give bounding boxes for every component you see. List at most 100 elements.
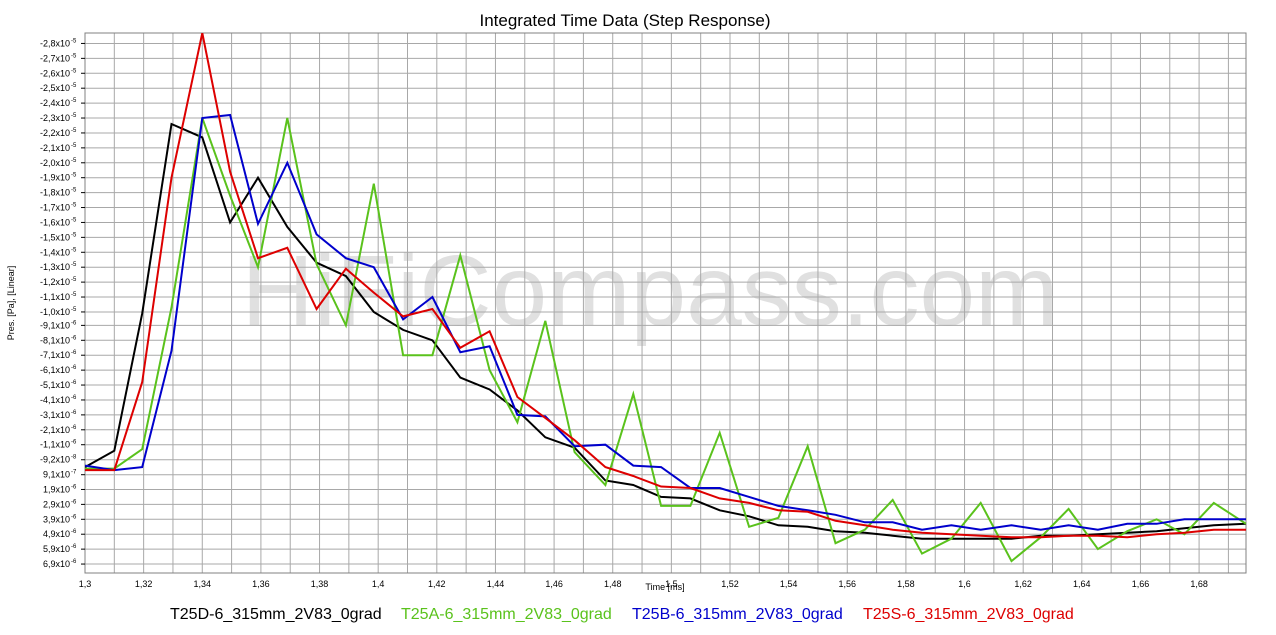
plot-frame [84, 32, 1247, 574]
y-tick-exponent: -6 [71, 395, 77, 401]
y-tick-label: -2,5x10 [40, 83, 70, 93]
x-tick-label: 1,42 [428, 579, 446, 589]
legend-item-t25b: T25B-6_315mm_2V83_0grad [632, 606, 843, 623]
x-tick-label: 1,4 [372, 579, 385, 589]
y-tick-label: -2,2x10 [40, 128, 70, 138]
y-tick-exponent: -5 [71, 173, 77, 179]
y-tick-exponent: -5 [71, 113, 77, 119]
x-tick-label: 1,54 [780, 579, 798, 589]
y-tick-exponent: -5 [71, 143, 77, 149]
x-tick-label: 1,52 [721, 579, 739, 589]
y-tick-exponent: -5 [71, 83, 77, 89]
y-tick-label: -8,1x10 [40, 335, 70, 345]
y-tick-exponent: -5 [71, 277, 77, 283]
y-tick-label: -1,3x10 [40, 262, 70, 272]
y-tick-exponent: -5 [71, 307, 77, 313]
y-tick-exponent: -6 [71, 514, 77, 520]
y-tick-exponent: -6 [71, 559, 77, 565]
y-tick-label: -5,1x10 [40, 380, 70, 390]
y-tick-label: -1,1x10 [40, 292, 70, 302]
y-tick-exponent: -5 [71, 203, 77, 209]
y-tick-exponent: -5 [71, 188, 77, 194]
y-tick-exponent: -5 [71, 247, 77, 253]
x-tick-label: 1,56 [839, 579, 857, 589]
y-tick-label: -2,1x10 [40, 425, 70, 435]
y-tick-exponent: -5 [71, 217, 77, 223]
y-tick-label: -2,6x10 [40, 68, 70, 78]
y-tick-label: -2,0x10 [40, 158, 70, 168]
step-response-chart: Integrated Time Data (Step Response) HiF… [6, 11, 1247, 592]
y-tick-exponent: -6 [71, 335, 77, 341]
x-tick-label: 1,5 [665, 579, 678, 589]
chart-title: Integrated Time Data (Step Response) [479, 11, 770, 30]
legend-item-t25d: T25D-6_315mm_2V83_0grad [170, 606, 382, 623]
y-tick-exponent: -6 [71, 425, 77, 431]
y-tick-exponent: -6 [71, 440, 77, 446]
y-tick-label: -2,8x10 [40, 38, 70, 48]
y-tick-label: -3,1x10 [40, 410, 70, 420]
y-tick-label: -2,4x10 [40, 98, 70, 108]
x-tick-label: 1,32 [135, 579, 153, 589]
x-tick-label: 1,44 [487, 579, 505, 589]
legend-item-t25a: T25A-6_315mm_2V83_0grad [401, 606, 612, 623]
y-tick-label: -1,5x10 [40, 232, 70, 242]
y-tick-label: -2,1x10 [40, 143, 70, 153]
y-tick-label: -2,7x10 [40, 53, 70, 63]
y-tick-label: 1,9x10 [43, 484, 70, 494]
y-tick-exponent: -5 [71, 98, 77, 104]
y-tick-label: 3,9x10 [43, 514, 70, 524]
legend: T25D-6_315mm_2V83_0grad T25A-6_315mm_2V8… [0, 606, 1276, 630]
y-tick-exponent: -6 [71, 544, 77, 550]
y-tick-label: 4,9x10 [43, 529, 70, 539]
x-tick-label: 1,6 [958, 579, 971, 589]
legend-item-t25s: T25S-6_315mm_2V83_0grad [863, 606, 1074, 623]
series-line-t25b [85, 113, 1246, 531]
y-tick-exponent: -6 [71, 484, 77, 490]
y-tick-exponent: -5 [71, 128, 77, 134]
y-tick-label: -1,1x10 [40, 440, 70, 450]
y-tick-exponent: -6 [71, 365, 77, 371]
y-tick-label: -1,4x10 [40, 247, 70, 257]
y-tick-exponent: -8 [71, 455, 77, 461]
y-tick-label: -1,8x10 [40, 188, 70, 198]
y-tick-exponent: -6 [71, 320, 77, 326]
grid-lines [84, 33, 1246, 573]
y-tick-label: -1,2x10 [40, 277, 70, 287]
x-tick-label: 1,34 [194, 579, 212, 589]
y-tick-label: -1,0x10 [40, 307, 70, 317]
y-tick-label: 9,1x10 [43, 470, 70, 480]
y-tick-exponent: -5 [71, 232, 77, 238]
y-tick-label: -9,2x10 [40, 455, 70, 465]
y-tick-label: -1,6x10 [40, 217, 70, 227]
series-line-t25s [85, 33, 1246, 539]
x-axis-ticks: 1,3 1,32 1,34 1,36 1,38 1,4 1,42 1,44 1,46 1,48 1,… [79, 579, 1208, 589]
series-lines [85, 33, 1246, 563]
y-tick-exponent: -7 [71, 470, 77, 476]
x-tick-label: 1,58 [897, 579, 915, 589]
x-tick-label: 1,62 [1014, 579, 1032, 589]
x-tick-label: 1,48 [604, 579, 622, 589]
y-tick-label: -4,1x10 [40, 395, 70, 405]
y-tick-label: 6,9x10 [43, 559, 70, 569]
y-tick-exponent: -6 [71, 380, 77, 386]
y-tick-exponent: -6 [71, 529, 77, 535]
y-tick-label: -2,3x10 [40, 113, 70, 123]
x-tick-label: 1,66 [1132, 579, 1150, 589]
x-axis-label: Time [ms] [645, 582, 684, 592]
y-tick-exponent: -5 [71, 68, 77, 74]
x-tick-label: 1,38 [311, 579, 329, 589]
y-tick-exponent: -5 [71, 158, 77, 164]
y-tick-exponent: -5 [71, 262, 77, 268]
y-axis-label: Pres. [Pa], [Linear] [6, 266, 16, 341]
x-tick-label: 1,3 [79, 579, 92, 589]
y-tick-label: -1,9x10 [40, 173, 70, 183]
y-tick-exponent: -6 [71, 350, 77, 356]
x-tick-label: 1,36 [252, 579, 270, 589]
y-tick-label: -7,1x10 [40, 350, 70, 360]
y-tick-label: -9,1x10 [40, 320, 70, 330]
y-tick-exponent: -5 [71, 38, 77, 44]
y-tick-exponent: -6 [71, 499, 77, 505]
y-tick-label: 2,9x10 [43, 499, 70, 509]
y-axis-ticks: -2,8x10 -5-2,7x10 -5-2,6x10 -5-2,5x10 -5-2,4… [40, 38, 85, 569]
x-tick-label: 1,46 [545, 579, 563, 589]
